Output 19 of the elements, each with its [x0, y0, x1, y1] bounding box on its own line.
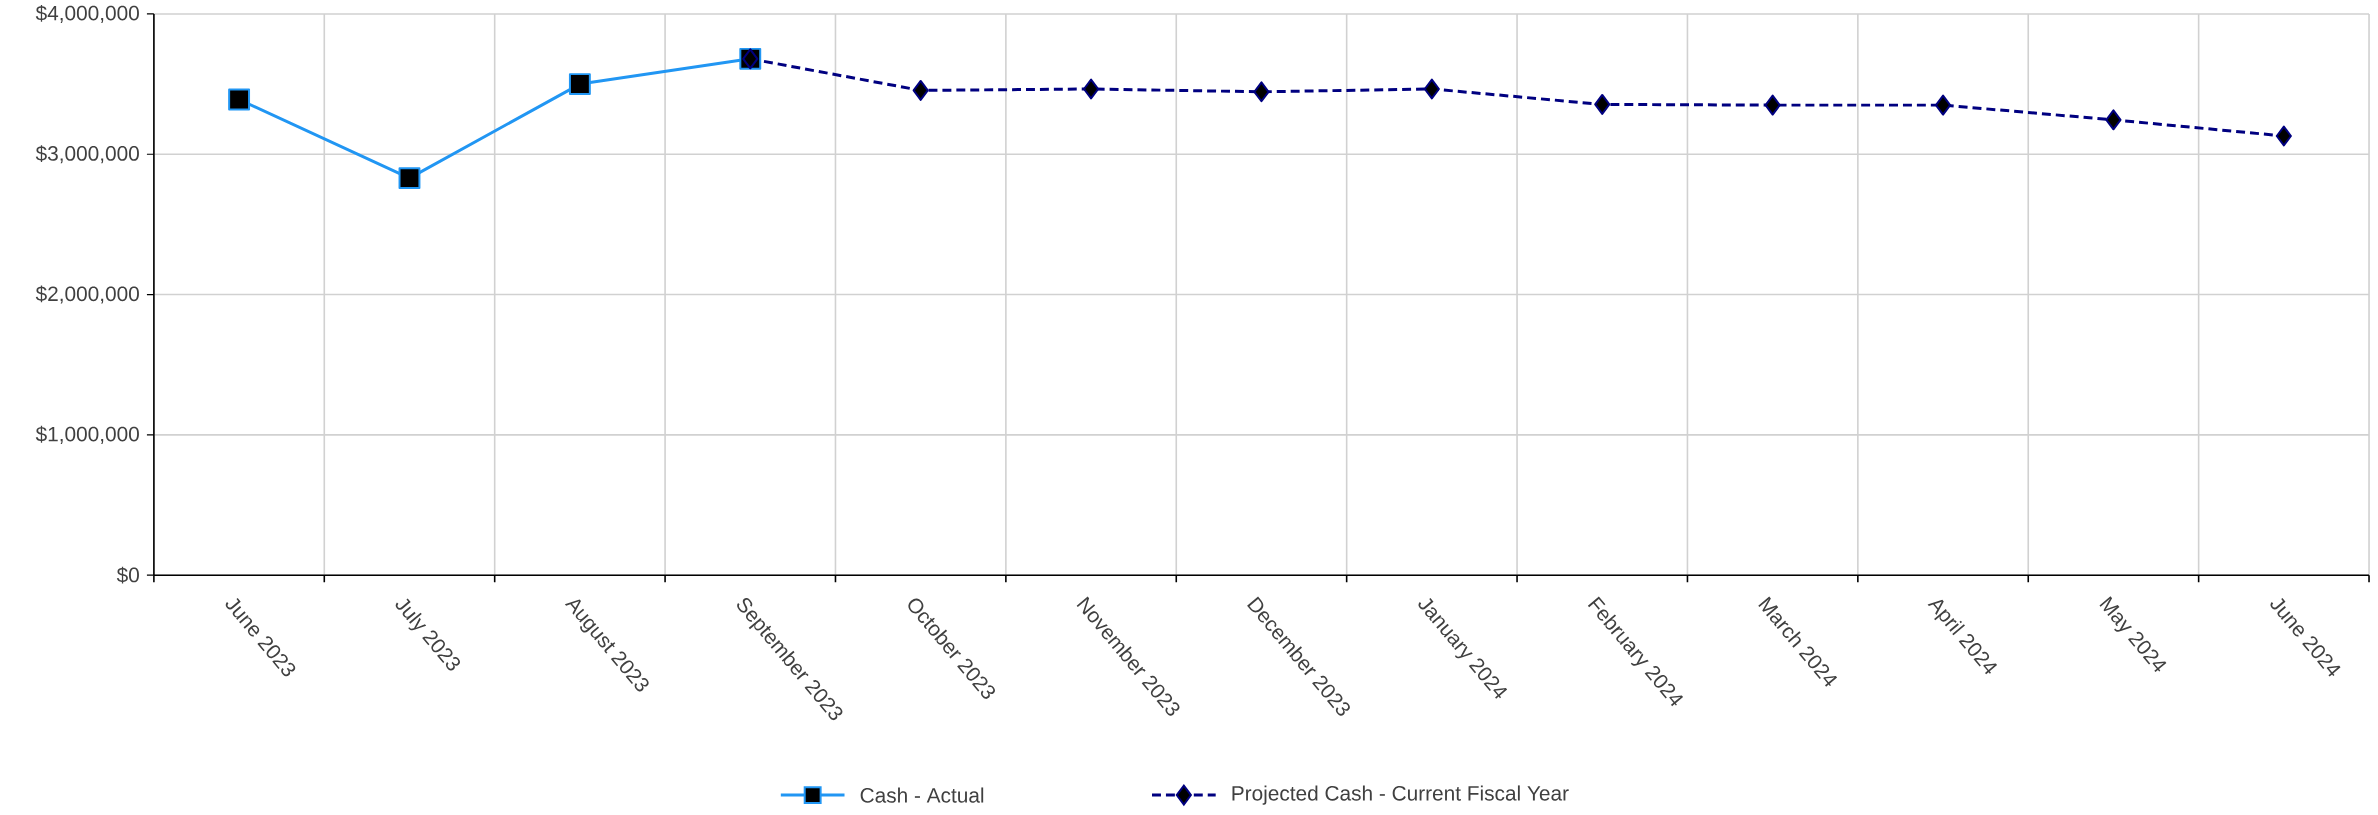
y-tick-label: $2,000,000	[35, 285, 139, 304]
point	[398, 167, 421, 190]
point	[2105, 109, 2122, 131]
point	[1934, 94, 1952, 116]
point	[228, 88, 251, 111]
point	[2275, 125, 2292, 147]
y-tick-label: $3,000,000	[35, 145, 139, 164]
y-tick-label: $4,000,000	[35, 4, 139, 23]
legend-label: Cash - Actual	[860, 787, 984, 803]
point	[568, 73, 591, 96]
legend-label: Projected Cash - Current Fiscal Year	[1232, 785, 1569, 805]
y-tick-label: $0	[116, 566, 139, 584]
y-tick-label: $1,000,000	[35, 425, 139, 444]
point	[1764, 94, 1781, 116]
point	[1082, 78, 1100, 100]
point	[1253, 81, 1270, 103]
point	[1423, 78, 1440, 100]
point	[912, 79, 929, 101]
point	[1594, 93, 1611, 115]
